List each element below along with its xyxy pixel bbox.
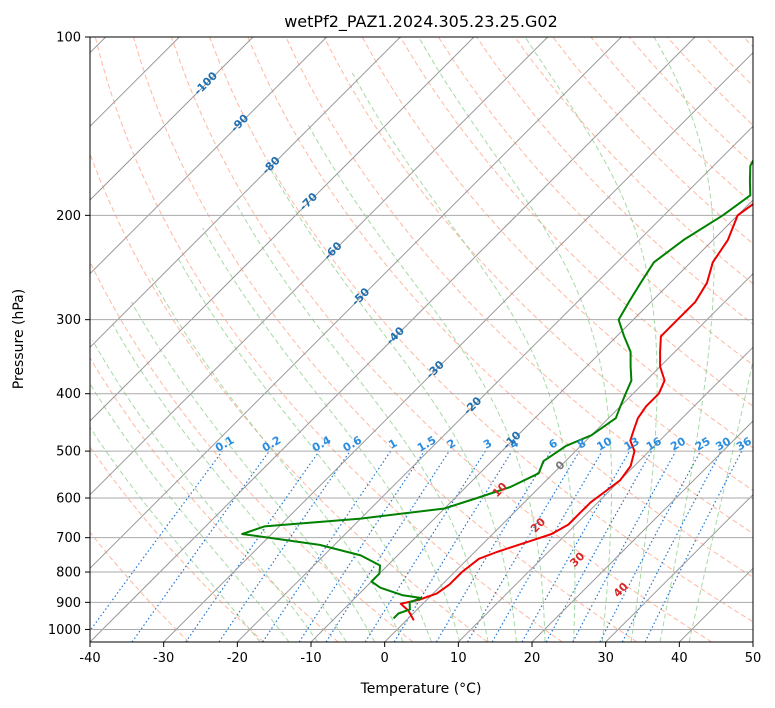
x-tick-label: 0 xyxy=(381,651,389,666)
dry-adiabat-line xyxy=(90,446,264,642)
moist-adiabat-line xyxy=(90,382,290,642)
y-tick-label: 300 xyxy=(56,313,81,328)
dry-adiabat-line xyxy=(94,37,563,642)
dry-adiabat-line xyxy=(437,37,753,366)
isotherm-line xyxy=(90,37,254,201)
y-tick-label: 800 xyxy=(56,566,81,581)
dry-adiabat-line xyxy=(361,37,753,449)
y-tick-label: 100 xyxy=(56,31,81,46)
mixing-ratio-line xyxy=(185,450,320,642)
temperature-profile-line xyxy=(399,202,753,621)
mixing-ratio-line xyxy=(393,450,513,642)
y-tick-label: 900 xyxy=(56,596,81,611)
moist-adiabat-line xyxy=(524,37,658,642)
moist-adiabat-line xyxy=(688,358,753,642)
isotherm-line xyxy=(457,346,753,642)
moist-adiabat-line xyxy=(307,123,546,642)
moist-adiabat-line xyxy=(92,340,319,642)
isotherm-line xyxy=(90,37,549,496)
mixing-ratio-line xyxy=(521,450,631,642)
dry-adiabat-line xyxy=(132,37,638,642)
moist-adiabat-line xyxy=(151,277,404,642)
isotherm-line xyxy=(163,51,753,642)
mixing-ratio-line xyxy=(298,450,425,642)
mixing-ratio-line xyxy=(644,450,743,642)
isotherm-line xyxy=(90,37,475,422)
mixing-ratio-line xyxy=(218,450,351,642)
isotherm-line xyxy=(752,641,753,642)
x-tick-label: -20 xyxy=(227,651,248,666)
dry-adiabat-line xyxy=(90,356,339,642)
isotherm-line xyxy=(310,199,753,642)
isotherm-line xyxy=(90,37,401,349)
moist-adiabat-line xyxy=(234,201,489,642)
moist-adiabat-line xyxy=(351,72,576,642)
isotherm-line xyxy=(531,420,753,642)
y-tick-label: 500 xyxy=(56,445,81,460)
chart-title: wetPf2_PAZ1.2024.305.23.25.G02 xyxy=(284,12,558,32)
x-tick-label: -10 xyxy=(300,651,321,666)
isotherm-line xyxy=(605,493,753,642)
dry-adiabat-line xyxy=(247,37,753,578)
mixing-ratio-line xyxy=(545,450,653,642)
x-tick-label: -30 xyxy=(153,651,174,666)
moist-adiabat-line xyxy=(268,165,517,642)
dry-adiabat-line xyxy=(171,37,712,642)
x-axis-title: Temperature (°C) xyxy=(360,681,482,697)
isotherm-line xyxy=(384,272,753,642)
dry-adiabat-line xyxy=(514,37,753,285)
isotherm-line xyxy=(90,37,622,570)
y-tick-label: 600 xyxy=(56,492,81,507)
isotherm-line xyxy=(236,125,753,642)
dry-adiabat-line xyxy=(90,531,190,642)
dewpoint-profile-line xyxy=(241,158,753,620)
moist-adiabat-line xyxy=(202,227,461,642)
dry-adiabat-line xyxy=(285,37,753,535)
dry-adiabat-line xyxy=(90,152,488,642)
x-tick-label: 20 xyxy=(524,651,541,666)
isotherm-line xyxy=(90,37,328,275)
dry-adiabat-line xyxy=(399,37,753,407)
x-tick-label: 50 xyxy=(745,651,762,666)
y-tick-label: 200 xyxy=(56,209,81,224)
moist-adiabat-line xyxy=(90,426,261,642)
moist-adiabat-line xyxy=(112,323,347,642)
moist-adiabat-line xyxy=(176,256,432,642)
y-axis-title: Pressure (hPa) xyxy=(11,289,27,389)
y-tick-label: 700 xyxy=(56,531,81,546)
moist-adiabat-line xyxy=(653,37,715,642)
plot-background xyxy=(90,37,753,642)
dry-adiabat-line xyxy=(323,37,753,491)
y-tick-label: 400 xyxy=(56,387,81,402)
x-axis: -40 -30 -20 -10 0 10 20 30 40 50 xyxy=(79,642,761,666)
mixing-ratio-line xyxy=(131,450,270,642)
y-tick-label: 1000 xyxy=(48,623,81,638)
x-tick-label: -40 xyxy=(79,651,100,666)
isotherm-line xyxy=(90,37,696,642)
profile-lines xyxy=(241,158,753,621)
plot-frame xyxy=(89,36,754,643)
x-tick-label: 30 xyxy=(597,651,614,666)
mixing-ratio-line xyxy=(90,450,223,632)
x-tick-label: 40 xyxy=(671,651,688,666)
x-tick-label: 10 xyxy=(450,651,467,666)
mixing-ratio-line xyxy=(572,450,677,642)
mixing-ratio-line xyxy=(262,450,392,642)
dry-adiabat-line xyxy=(209,37,753,623)
y-axis: 1000 900 800 700 600 500 400 300 200 100 xyxy=(48,31,90,638)
